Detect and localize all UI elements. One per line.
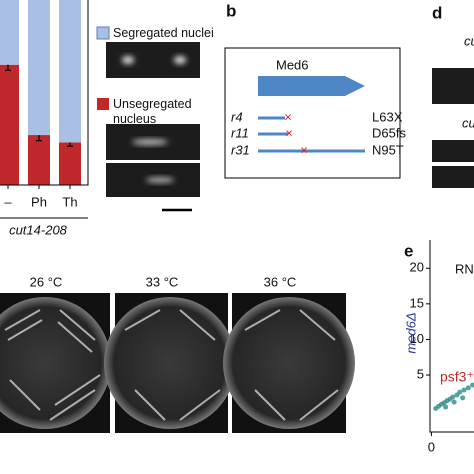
svg-text:×: × xyxy=(300,142,308,157)
temperature: 36 °C xyxy=(264,274,297,289)
mutation: D65fs xyxy=(372,125,406,140)
y-tick-label: 5 xyxy=(417,366,424,381)
y-tick-label: 10 xyxy=(410,331,424,346)
panel-d-label: cut xyxy=(462,115,474,130)
bar xyxy=(28,135,50,185)
point xyxy=(457,389,463,395)
svg-text:×: × xyxy=(285,125,293,140)
mutant-name: r4 xyxy=(231,109,243,124)
point xyxy=(450,394,456,400)
point xyxy=(461,387,467,393)
x-tick-label: Th xyxy=(62,194,77,209)
mutation: N95T xyxy=(372,142,404,157)
bar xyxy=(59,142,81,185)
panel-b-box xyxy=(224,47,401,179)
legend-swatch xyxy=(97,98,109,110)
y-axis-label: med6Δ xyxy=(403,312,418,353)
legend-swatch xyxy=(96,26,110,40)
panel-label: e xyxy=(404,241,413,260)
bar xyxy=(28,0,50,136)
micrographs xyxy=(106,42,200,212)
plates xyxy=(0,293,355,433)
bar xyxy=(59,0,81,143)
y-tick-label: 15 xyxy=(410,295,424,310)
mutant-name: r31 xyxy=(231,142,250,157)
legend-label: Unsegregated nucleus xyxy=(113,97,192,126)
legend-label: Segregated nuclei xyxy=(113,26,214,40)
group-label: cut14-208 xyxy=(9,222,68,237)
annotation: psf3⁺ xyxy=(440,369,474,385)
temperature: 26 °C xyxy=(30,274,63,289)
gene-name: Med6 xyxy=(276,57,309,72)
point xyxy=(460,395,466,401)
svg-text:×: × xyxy=(284,109,292,124)
temperature: 33 °C xyxy=(146,274,179,289)
x-tick-label: 0 xyxy=(428,439,435,454)
protein-arrow xyxy=(258,76,365,96)
mutation: L63X xyxy=(372,109,403,124)
bar xyxy=(0,0,19,65)
point xyxy=(465,385,471,391)
panel-label: d xyxy=(432,3,442,22)
bar xyxy=(0,64,19,185)
y-tick-label: 20 xyxy=(410,260,424,275)
x-tick-label: Ph xyxy=(31,194,47,209)
micrographs-d xyxy=(432,68,474,188)
point xyxy=(451,399,457,405)
mutant-name: r11 xyxy=(231,125,249,140)
chart-title: RN xyxy=(455,261,474,276)
panel-d-label: cu xyxy=(464,33,474,48)
panel-label: b xyxy=(226,1,236,20)
axis xyxy=(0,0,89,186)
x-tick-label: – xyxy=(4,194,12,209)
point xyxy=(470,382,474,388)
point xyxy=(443,404,449,410)
mutant-lines: × × × xyxy=(258,109,365,157)
